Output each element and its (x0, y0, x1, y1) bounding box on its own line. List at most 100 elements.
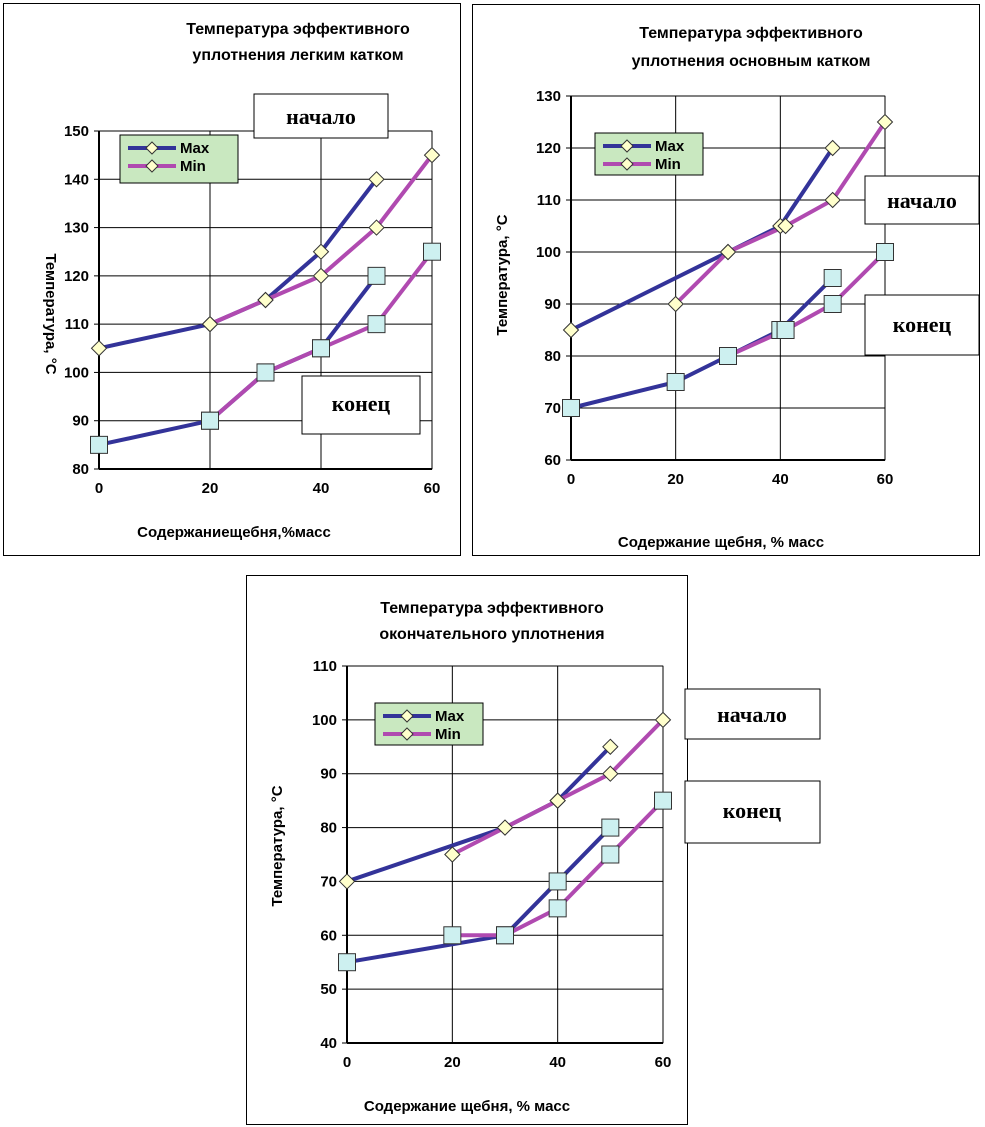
square-marker (562, 399, 580, 417)
diamond-marker (368, 219, 385, 236)
x-axis-label: Содержаниещебня,%масс (137, 524, 331, 541)
x-tick-label: 40 (313, 480, 330, 497)
legend-label-min: Min (435, 726, 461, 743)
y-tick-label: 80 (320, 820, 337, 837)
end-label-text: конец (332, 391, 391, 416)
chart-title-line-2: уплотнения легким катком (192, 47, 403, 64)
legend-label-min: Min (180, 158, 206, 175)
x-tick-label: 40 (772, 471, 789, 488)
legend-label-max: Max (435, 708, 465, 725)
square-marker (90, 435, 108, 454)
diamond-marker (496, 819, 514, 836)
y-tick-label: 80 (72, 461, 89, 478)
square-marker (823, 269, 842, 287)
diamond-marker (654, 711, 672, 729)
legend-swatch-marker (400, 727, 414, 741)
square-marker (823, 295, 842, 313)
y-tick-label: 90 (72, 413, 89, 430)
chart-title-line-1: Температура эффективного (380, 600, 604, 617)
square-marker (548, 899, 567, 918)
square-marker (719, 347, 737, 365)
square-marker (654, 791, 672, 810)
diamond-marker (562, 321, 580, 339)
y-tick-label: 40 (320, 1035, 337, 1052)
x-tick-label: 0 (567, 471, 575, 488)
square-marker (256, 363, 275, 382)
end-label-box: конец (301, 375, 421, 435)
x-axis-label: Содержание щебня, % масс (618, 534, 824, 551)
y-tick-label: 90 (544, 296, 561, 313)
diamond-marker (257, 291, 274, 309)
square-marker (601, 845, 620, 864)
diamond-marker (549, 792, 566, 809)
diamond-marker (423, 146, 441, 164)
diamond-marker (602, 738, 619, 755)
chart-title-line-2: уплотнения основным катком (632, 53, 871, 70)
diamond-marker (444, 846, 461, 863)
y-tick-label: 80 (544, 348, 561, 365)
chart-title-line-1: Температура эффективного (186, 21, 410, 38)
legend-swatch-marker (145, 141, 159, 155)
start-label-text: начало (717, 702, 787, 727)
x-tick-label: 20 (444, 1054, 461, 1071)
diamond-marker (602, 765, 619, 782)
x-tick-label: 60 (877, 471, 894, 488)
y-tick-label: 100 (64, 364, 89, 381)
square-marker (496, 926, 514, 945)
diamond-marker (667, 295, 684, 313)
legend-label-max: Max (655, 138, 685, 155)
end-label-box: конец (684, 780, 821, 844)
y-axis-label: Температура, °С (494, 214, 511, 335)
diamond-marker (824, 191, 841, 209)
series-line-max-end (345, 825, 613, 965)
legend-swatch-marker (620, 139, 634, 153)
square-marker (367, 315, 386, 334)
diamond-marker (312, 243, 330, 260)
y-tick-label: 130 (64, 220, 89, 237)
square-marker (312, 339, 330, 358)
x-tick-label: 60 (424, 480, 441, 497)
square-marker (443, 926, 462, 945)
series-markers (338, 711, 672, 972)
chart-panel-light-roller: Температура эффективного уплотнения легк… (3, 3, 461, 556)
square-marker (601, 818, 620, 837)
x-tick-label: 0 (343, 1054, 351, 1071)
legend-box (374, 702, 484, 746)
square-marker (338, 953, 356, 972)
y-tick-label: 120 (64, 268, 89, 285)
legend-swatch-marker (145, 159, 159, 173)
square-marker (876, 243, 894, 261)
chart-panel-main-roller: Температура эффективного уплотнения осно… (472, 4, 980, 556)
chart-title-line-2: окончательного уплотнения (379, 626, 604, 643)
y-tick-label: 110 (65, 316, 89, 333)
square-marker (548, 872, 567, 891)
start-label-box: начало (684, 688, 821, 740)
square-marker (201, 411, 219, 430)
diamond-marker (312, 267, 330, 285)
y-tick-label: 50 (320, 981, 337, 998)
square-marker (367, 266, 386, 285)
square-marker (423, 242, 441, 261)
y-tick-label: 130 (536, 88, 561, 105)
y-tick-label: 100 (536, 244, 561, 261)
end-label-text: конец (893, 312, 952, 337)
legend-box (594, 132, 704, 176)
y-axis-label: Температура, °С (42, 253, 59, 374)
x-axis-label: Содержание щебня, % масс (364, 1098, 570, 1115)
legend-box (119, 134, 239, 184)
square-marker (776, 321, 795, 339)
diamond-marker (876, 113, 894, 131)
diamond-marker (777, 217, 794, 235)
y-tick-label: 120 (536, 140, 561, 157)
y-tick-label: 140 (64, 171, 89, 188)
diamond-marker (90, 340, 108, 357)
chart-svg-main-roller: Температура эффективного уплотнения осно… (494, 25, 980, 551)
start-label-text: начало (286, 104, 356, 129)
y-axis-label: Температура, °С (269, 785, 286, 906)
